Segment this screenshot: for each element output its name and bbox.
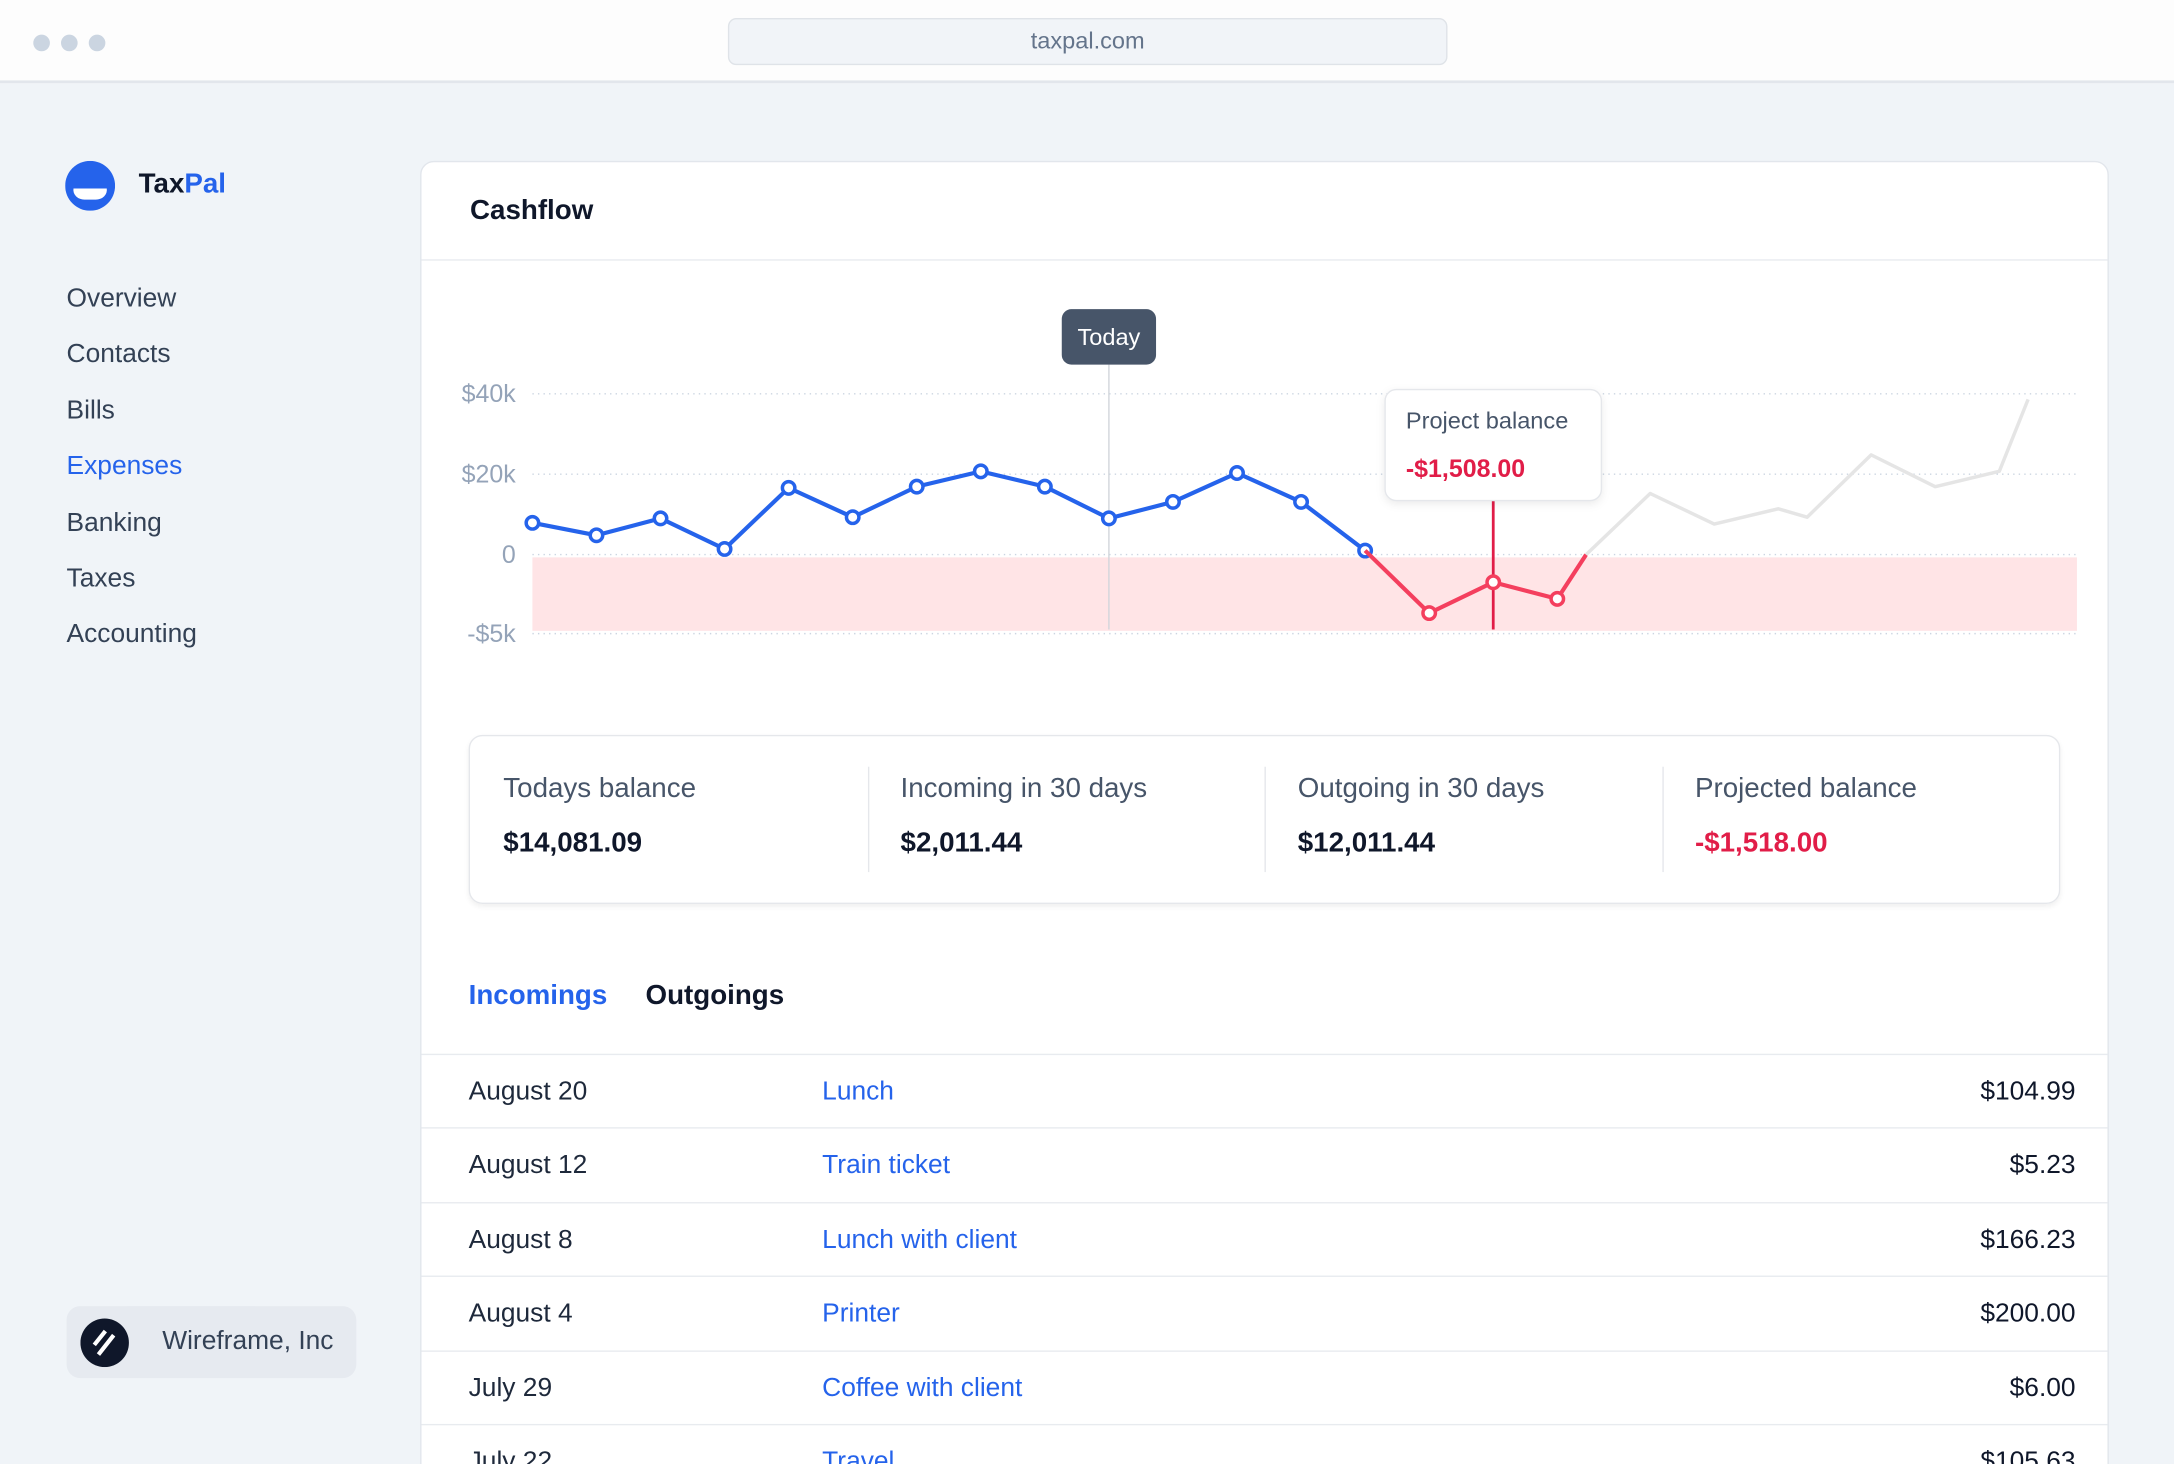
- sidebar-item-overview[interactable]: Overview: [66, 284, 177, 314]
- stat-label: Outgoing in 30 days: [1297, 773, 1545, 805]
- stat-label: Projected balance: [1694, 773, 1917, 805]
- row-amount: $5.23: [2009, 1151, 2076, 1181]
- window-maximize-dot[interactable]: [88, 34, 106, 52]
- sidebar-item-banking[interactable]: Banking: [66, 508, 162, 538]
- row-amount: $105.63: [1980, 1447, 2076, 1464]
- tab-incomings[interactable]: Incomings: [468, 980, 608, 1011]
- row-name-link[interactable]: Lunch: [822, 1077, 894, 1107]
- stat-incoming: Incoming in 30 days $2,011.44: [867, 736, 1264, 902]
- stat-value: -$1,518.00: [1694, 827, 1828, 859]
- wireframe-logo-icon: [80, 1318, 129, 1368]
- tooltip-box: [1384, 388, 1603, 502]
- window-minimize-dot[interactable]: [61, 34, 78, 52]
- data-point: [1421, 605, 1438, 622]
- series-line: [532, 469, 1367, 553]
- brand-name[interactable]: TaxPal: [139, 169, 226, 201]
- address-bar[interactable]: taxpal.com: [727, 18, 1448, 66]
- stat-outgoing: Outgoing in 30 days $12,011.44: [1264, 736, 1661, 902]
- data-point: [1036, 478, 1053, 495]
- row-date: August 12: [468, 1151, 588, 1181]
- window-close-dot[interactable]: [33, 34, 50, 52]
- brand-name-accent: Pal: [184, 169, 227, 200]
- today-badge: [1061, 309, 1157, 365]
- brand-name-part: Tax: [138, 169, 185, 200]
- row-date: August 8: [468, 1225, 573, 1255]
- row-amount: $166.23: [1980, 1225, 2076, 1255]
- stat-label: Todays balance: [503, 773, 696, 805]
- table-row[interactable]: August 4 Printer $200.00: [421, 1275, 2108, 1350]
- table-row[interactable]: August 20 Lunch $104.99: [421, 1053, 2108, 1128]
- series-line: [1584, 398, 2030, 556]
- browser-toolbar: taxpal.com: [0, 0, 2174, 84]
- row-date: July 29: [468, 1373, 553, 1403]
- sidebar-nav: Overview Contacts Bills Expenses Banking…: [67, 280, 197, 672]
- data-point: [1100, 510, 1117, 527]
- row-date: August 4: [468, 1299, 573, 1329]
- today-label: Today: [1077, 324, 1140, 350]
- data-point: [524, 514, 541, 531]
- table-row[interactable]: August 12 Train ticket $5.23: [421, 1127, 2108, 1202]
- transaction-tabs: Incomings Outgoings: [469, 980, 815, 1012]
- row-name-link[interactable]: Coffee with client: [822, 1373, 1023, 1403]
- y-tick-label: $40k: [462, 380, 517, 408]
- card-title: Cashflow: [470, 195, 594, 226]
- tooltip-label: Project balance: [1406, 407, 1568, 433]
- negative-balance-band: [532, 557, 2077, 631]
- tab-outgoings[interactable]: Outgoings: [645, 980, 785, 1011]
- data-point: [844, 509, 861, 526]
- sidebar-item-accounting[interactable]: Accounting: [66, 620, 197, 650]
- data-point: [1229, 464, 1245, 481]
- data-point: [1293, 493, 1310, 510]
- cashflow-chart: $40k $20k 0 -$5k Today Project balance -$1,508…: [462, 309, 2077, 648]
- stat-projected-balance: Projected balance -$1,518.00: [1661, 736, 2059, 902]
- row-amount: $200.00: [1980, 1299, 2076, 1329]
- data-point: [588, 527, 605, 544]
- y-tick-label: $20k: [462, 460, 517, 488]
- row-date: August 20: [468, 1077, 588, 1107]
- data-point: [652, 510, 669, 527]
- table-row[interactable]: July 22 Travel $105.63: [421, 1423, 2108, 1464]
- data-point: [972, 463, 989, 480]
- data-point: [908, 478, 925, 495]
- stat-value: $14,081.09: [503, 827, 643, 859]
- data-point: [1485, 574, 1502, 591]
- organization-name: Wireframe, Inc: [162, 1326, 334, 1356]
- row-name-link[interactable]: Lunch with client: [822, 1225, 1017, 1255]
- sidebar-item-contacts[interactable]: Contacts: [66, 340, 171, 370]
- cashflow-card: Cashflow $40k $20k 0 -$5k Today Project balan…: [420, 160, 2109, 1464]
- stats-panel: Todays balance $14,081.09 Incoming in 30 …: [468, 734, 2061, 904]
- data-point: [716, 540, 733, 557]
- row-amount: $6.00: [2009, 1373, 2076, 1403]
- row-name-link[interactable]: Travel: [822, 1447, 895, 1464]
- row-date: July 22: [468, 1447, 553, 1464]
- table-row[interactable]: July 29 Coffee with client $6.00: [421, 1349, 2108, 1424]
- sidebar-item-expenses[interactable]: Expenses: [66, 452, 183, 482]
- sidebar-item-taxes[interactable]: Taxes: [66, 564, 136, 594]
- transactions-list: August 20 Lunch $104.99 August 12 Train tick…: [421, 1053, 2108, 1464]
- organization-switcher[interactable]: Wireframe, Inc: [66, 1306, 357, 1379]
- y-tick-label: 0: [502, 541, 516, 569]
- stat-todays-balance: Todays balance $14,081.09: [470, 736, 867, 902]
- taxpal-logo-icon: [65, 160, 116, 211]
- data-point: [780, 479, 797, 496]
- stat-label: Incoming in 30 days: [900, 773, 1148, 805]
- stat-value: $2,011.44: [900, 827, 1023, 859]
- tooltip-value: -$1,508.00: [1406, 455, 1525, 483]
- data-point: [1549, 590, 1566, 607]
- row-name-link[interactable]: Printer: [822, 1299, 900, 1329]
- sidebar-item-bills[interactable]: Bills: [66, 396, 115, 426]
- row-name-link[interactable]: Train ticket: [822, 1151, 951, 1181]
- data-point: [1164, 493, 1181, 510]
- y-tick-label: -$5k: [467, 620, 516, 648]
- divider: [421, 259, 2108, 261]
- row-amount: $104.99: [1980, 1077, 2076, 1107]
- stat-value: $12,011.44: [1297, 827, 1436, 859]
- table-row[interactable]: August 8 Lunch with client $166.23: [421, 1201, 2108, 1276]
